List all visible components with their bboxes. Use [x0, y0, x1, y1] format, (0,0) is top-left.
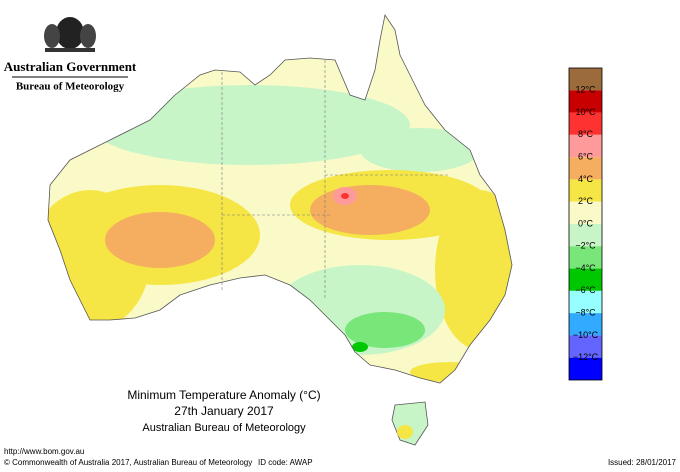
legend-swatch: [569, 157, 602, 180]
government-name: Australian Government: [4, 59, 137, 74]
legend-label: 12°C: [575, 85, 596, 95]
issued-date: Issued: 28/01/2017: [608, 458, 677, 467]
legend-label: −4°C: [575, 263, 596, 273]
legend-label: 8°C: [578, 129, 594, 139]
legend-label: 2°C: [578, 196, 594, 206]
map-date: 27th January 2017: [174, 404, 274, 418]
legend-swatch: [569, 112, 602, 135]
logo: [44, 17, 96, 52]
map-source: Australian Bureau of Meteorology: [142, 422, 306, 434]
legend: 12°C 10°C 8°C 6°C 4°C 2°C 0°C −2°C −4°C −6°C −8°C −…: [568, 67, 603, 381]
legend-label: −8°C: [575, 308, 596, 318]
legend-swatch: [569, 68, 602, 91]
legend-swatch: [569, 313, 602, 336]
copyright: © Commonwealth of Australia 2017, Austra…: [4, 458, 252, 467]
legend-swatch: [569, 290, 602, 314]
legend-label: 6°C: [578, 152, 594, 162]
legend-swatch: [569, 335, 602, 358]
map-title: Minimum Temperature Anomaly (°C): [127, 388, 320, 402]
agency-name: Bureau of Meteorology: [16, 81, 125, 93]
legend-swatch: [569, 201, 602, 224]
australia-map: [47, 14, 513, 446]
legend-label: 0°C: [578, 218, 594, 228]
legend-label: 4°C: [578, 174, 594, 184]
id-code: ID code: AWAP: [258, 458, 313, 467]
legend-swatch: [569, 179, 602, 202]
url: http://www.bom.gov.au: [4, 447, 84, 456]
legend-swatch: [569, 357, 602, 380]
legend-swatch: [569, 90, 602, 113]
legend-label: −6°C: [575, 285, 596, 295]
legend-swatch: [569, 268, 602, 291]
legend-swatch: [569, 246, 602, 269]
legend-label: −2°C: [575, 241, 596, 251]
legend-label: −10°C: [573, 330, 599, 340]
legend-swatch: [569, 224, 602, 247]
legend-label: −12°C: [573, 352, 599, 362]
legend-swatch: [569, 134, 602, 158]
legend-frame: [568, 67, 603, 381]
legend-label: 10°C: [575, 107, 596, 117]
